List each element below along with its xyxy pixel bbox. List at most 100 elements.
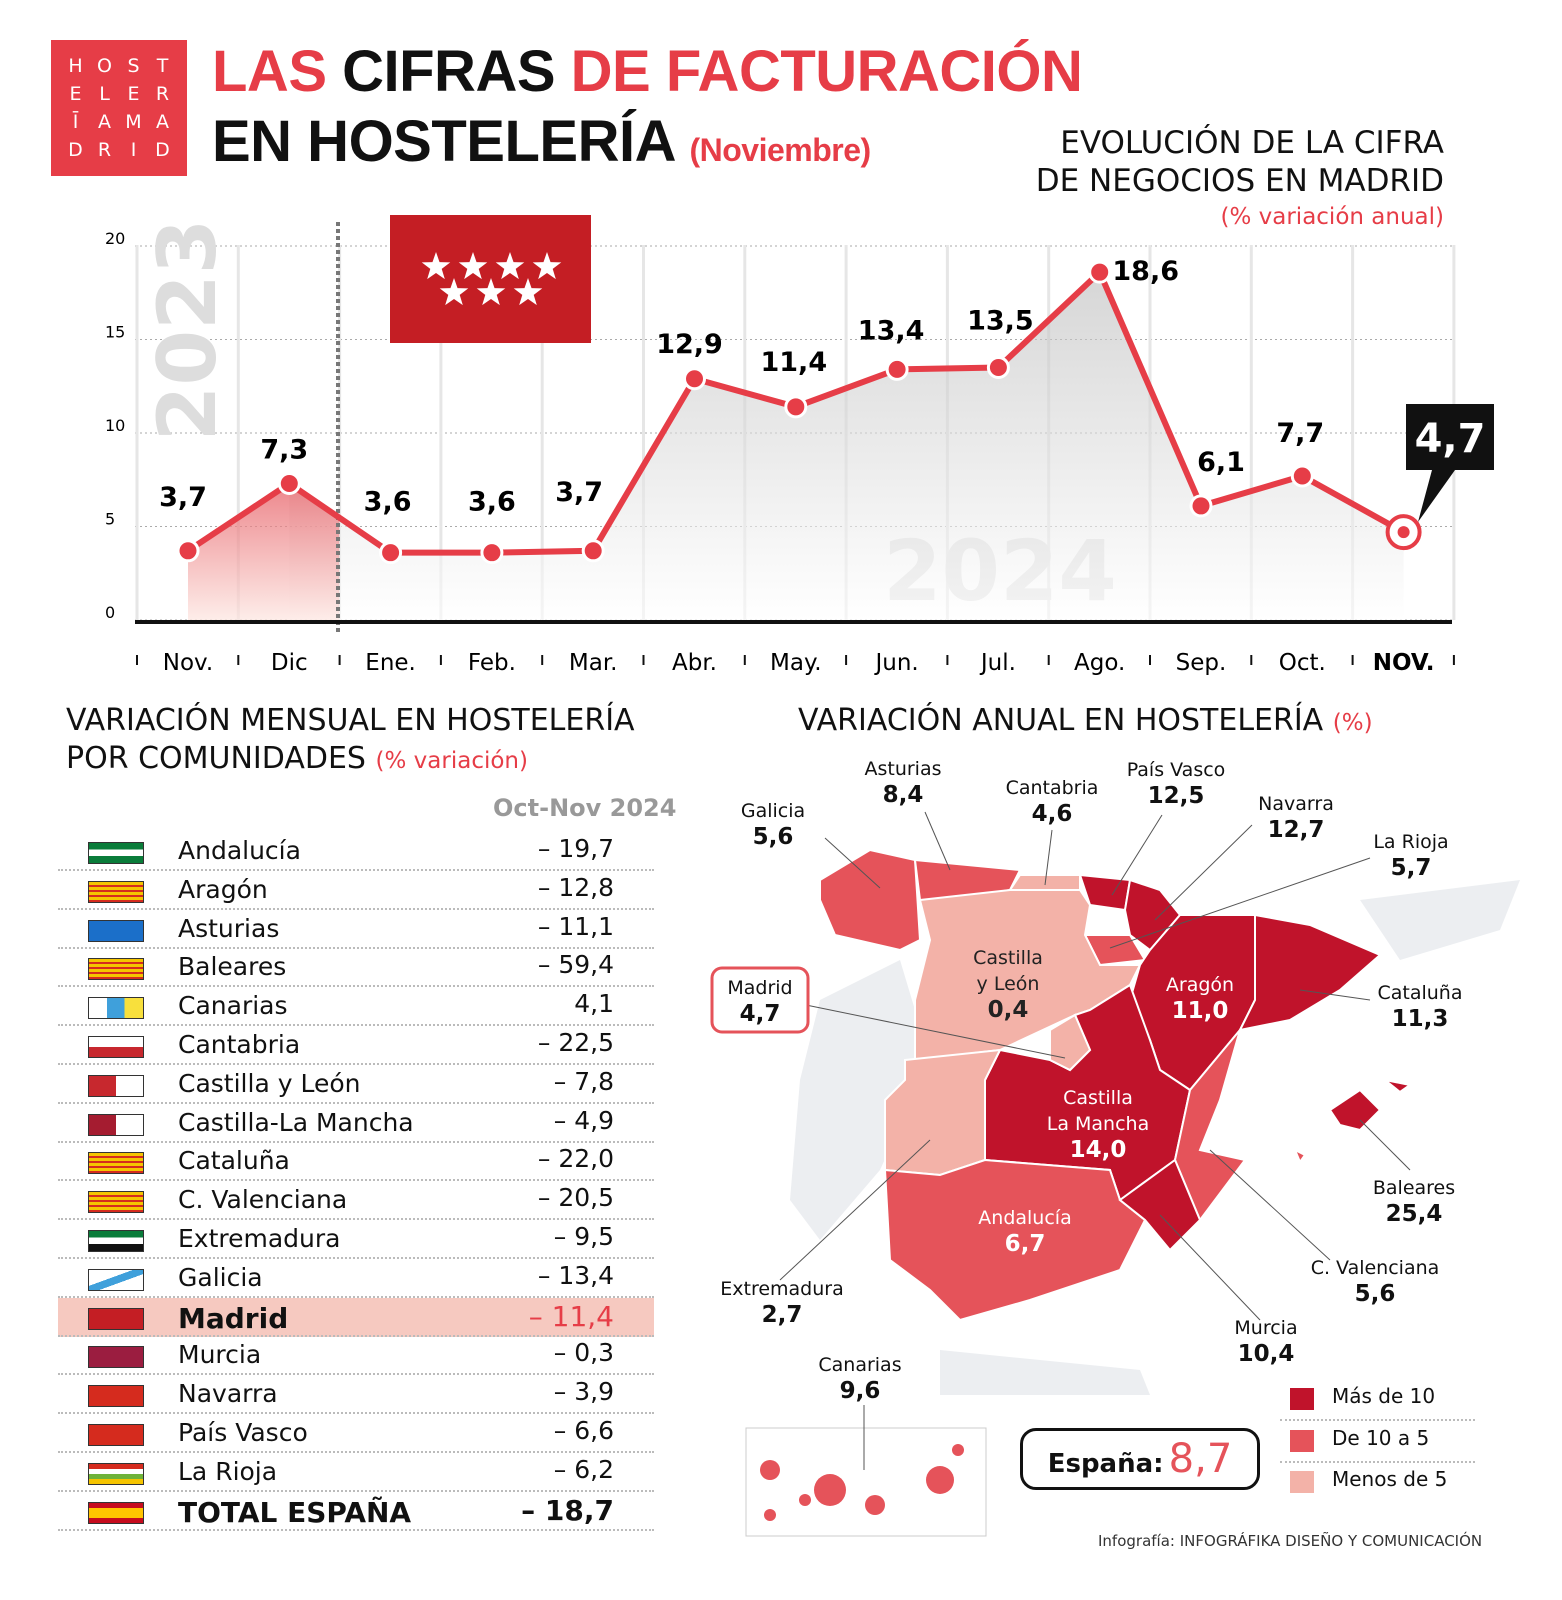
region-value: – 11,4 <box>528 1299 614 1333</box>
area-fill-2024 <box>289 272 1404 620</box>
data-point <box>1290 464 1314 488</box>
data-label: 3,7 <box>159 482 207 513</box>
region-value: – 11,1 <box>537 911 614 941</box>
leader-line <box>924 811 951 871</box>
map-label-andalucia: Andalucía 6,7 <box>945 1205 1105 1257</box>
legend-item: Más de 10 <box>1280 1380 1475 1421</box>
region-name: Cataluña <box>178 1146 290 1176</box>
credit-name: INFOGRÁFIKA DISEÑO Y COMUNICACIÓN <box>1179 1532 1483 1550</box>
table-row: Madrid – 11,4 <box>58 1297 654 1337</box>
region-name: Murcia <box>178 1340 262 1370</box>
x-tick-label: Abr. <box>672 650 717 676</box>
region-flag-icon <box>88 1501 144 1524</box>
y-tick-label: 5 <box>105 510 115 529</box>
region-name: Cantabria <box>178 1030 301 1059</box>
region-value: – 3,9 <box>553 1377 614 1407</box>
region-andalucia <box>883 1158 1147 1322</box>
data-point <box>1397 526 1410 539</box>
leader-line <box>805 1004 1066 1059</box>
region-value: 5,6 <box>752 824 794 850</box>
logo-letter: T <box>156 55 169 77</box>
region-value: – 19,7 <box>537 834 614 863</box>
logo-letter: E <box>69 83 82 105</box>
map-label-extremadura: Extremadura 2,7 <box>702 1276 862 1328</box>
x-tick-label: Ago. <box>1074 650 1125 676</box>
monthly-title-line: POR COMUNIDADES <box>66 741 366 776</box>
region-canarias <box>764 1509 776 1521</box>
region-galicia <box>819 848 922 952</box>
map-label-valencia: C. Valenciana 5,6 <box>1295 1255 1455 1307</box>
monthly-note: (% variación) <box>375 748 528 774</box>
madrid-callout <box>710 966 810 1034</box>
chart-title-line: EVOLUCIÓN DE LA CIFRA <box>1060 125 1444 161</box>
region-flag-icon <box>88 919 144 942</box>
region-name: C. Valenciana <box>178 1185 348 1215</box>
x-tick-label: Jun. <box>873 650 918 676</box>
region-value: – 9,5 <box>553 1222 614 1251</box>
region-value: 5,7 <box>1390 855 1432 881</box>
star-icon <box>421 252 451 280</box>
map-label-navarra: Navarra 12,7 <box>1216 791 1376 843</box>
logo-letter: Ī <box>72 111 79 133</box>
region-name: Baleares <box>1372 1177 1456 1199</box>
region-value: 4,6 <box>1031 801 1073 827</box>
y-tick-label: 15 <box>105 323 125 342</box>
region-name: Aragón <box>1165 974 1235 996</box>
data-label: 7,7 <box>1276 418 1324 449</box>
data-label: 13,4 <box>858 315 925 346</box>
y-tick-label: 0 <box>105 603 115 622</box>
region-name: Canarias <box>818 1354 902 1376</box>
region-canarias <box>814 1474 846 1506</box>
table-row: País Vasco – 6,6 <box>58 1414 654 1453</box>
logo-letter: R <box>97 139 112 161</box>
map-label-rioja: La Rioja 5,7 <box>1331 829 1491 881</box>
region-name: Canarias <box>178 991 288 1021</box>
region-name: Castilla y León <box>178 1068 361 1098</box>
legend-label: De 10 a 5 <box>1332 1425 1430 1450</box>
leader-line <box>1109 857 1371 949</box>
map-label-canarias: Canarias 9,6 <box>780 1352 940 1404</box>
region-name: País Vasco <box>178 1418 308 1447</box>
line-chart: 05101520202320243,7Nov.7,3Dic3,6Ene.3,6F… <box>105 215 1494 676</box>
star-icon <box>476 278 506 306</box>
region-name: Andalucía <box>978 1207 1072 1229</box>
region-value: 2,7 <box>761 1302 803 1328</box>
region-name: Extremadura <box>178 1224 341 1253</box>
table-row: Castilla y León – 7,8 <box>58 1065 654 1104</box>
table-row: Cantabria – 22,5 <box>58 1026 654 1065</box>
region-name: Cantabria <box>1005 777 1099 799</box>
region-flag-icon <box>88 1191 144 1214</box>
region-value: 11,0 <box>1171 998 1229 1024</box>
title-word: EN HOSTELERÍA <box>212 109 674 174</box>
table-row: Murcia – 0,3 <box>58 1336 654 1376</box>
x-tick-label: Jul. <box>979 650 1016 676</box>
region-value: – 59,4 <box>537 950 614 980</box>
region-name: La Rioja <box>1373 831 1449 853</box>
year-label-2023: 2023 <box>141 219 234 442</box>
data-label: 13,5 <box>967 306 1034 337</box>
data-label-current: 4,7 <box>1415 416 1486 462</box>
area-fill-2023 <box>188 483 340 620</box>
region-name: C. Valenciana <box>1310 1257 1440 1279</box>
data-label: 7,3 <box>260 434 308 465</box>
table-row: Extremadura – 9,5 <box>58 1220 654 1259</box>
title-line1: LAS CIFRAS DE FACTURACIÓN <box>212 38 1083 105</box>
region-canarias <box>760 1460 780 1480</box>
legend-swatch <box>1290 1471 1314 1493</box>
logo-letter: E <box>127 83 140 105</box>
y-tick-label: 10 <box>105 416 125 435</box>
chart-title: EVOLUCIÓN DE LA CIFRA DE NEGOCIOS EN MADR… <box>1036 124 1444 234</box>
logo-letter: A <box>98 111 111 133</box>
region-flag-icon <box>88 1268 144 1291</box>
region-value: – 6,6 <box>553 1416 614 1445</box>
map-label-clm: Castilla La Mancha 14,0 <box>1018 1085 1178 1163</box>
espana-label: España: <box>1047 1449 1164 1479</box>
espana-total-box: España: 8,7 <box>1020 1428 1260 1490</box>
chart-title-line: DE NEGOCIOS EN MADRID <box>1035 163 1444 199</box>
x-tick-label: May. <box>770 650 822 676</box>
table-row: La Rioja – 6,2 <box>58 1453 654 1492</box>
x-tick-label: Mar. <box>569 650 618 676</box>
title-month: (Noviembre) <box>689 132 871 168</box>
region-flag-icon <box>88 1113 144 1136</box>
region-canarias <box>926 1466 954 1494</box>
